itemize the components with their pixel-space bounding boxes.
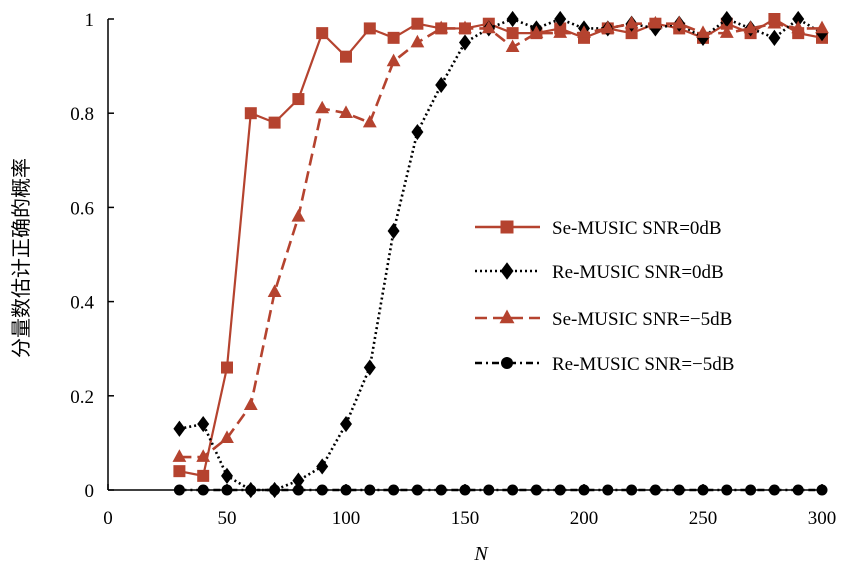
data-point	[172, 449, 187, 462]
data-point	[410, 34, 425, 48]
x-tick-label: 200	[570, 508, 599, 529]
y-axis-title: 分量数估计正确的概率	[10, 158, 33, 358]
data-point	[792, 10, 805, 28]
data-point	[720, 10, 733, 28]
data-point	[268, 116, 281, 129]
data-point	[411, 123, 424, 141]
data-point	[577, 25, 591, 38]
data-point	[197, 415, 210, 433]
data-point	[767, 15, 782, 29]
legend-label: Re-MUSIC SNR=−5dB	[552, 354, 734, 375]
series-1	[173, 10, 828, 499]
data-point	[672, 15, 687, 29]
x-tick-label: 250	[689, 508, 718, 529]
data-point	[173, 465, 186, 478]
data-point	[506, 10, 519, 28]
data-point	[791, 20, 806, 34]
data-point	[411, 17, 424, 30]
data-point	[435, 76, 448, 94]
data-point	[220, 430, 234, 443]
y-tick-label: 0	[85, 481, 95, 502]
y-tick-label: 0.6	[70, 198, 94, 219]
data-point	[292, 93, 305, 106]
data-point	[505, 39, 520, 53]
legend-marker	[500, 262, 514, 280]
data-point	[719, 25, 734, 38]
x-tick-label: 0	[103, 508, 113, 529]
data-point	[459, 34, 471, 51]
series-0	[173, 13, 828, 482]
series-2	[172, 15, 829, 462]
data-point	[743, 20, 758, 34]
legend-item: Se-MUSIC SNR=−5dB	[475, 309, 732, 330]
data-point	[315, 100, 330, 114]
series-line	[179, 17, 823, 492]
data-point	[221, 361, 233, 374]
data-point	[696, 25, 710, 38]
legend-item: Re-MUSIC SNR=0dB	[475, 262, 724, 283]
legend-marker	[501, 357, 513, 369]
x-tick-label: 300	[808, 508, 837, 529]
legend: Se-MUSIC SNR=0dB Re-MUSIC SNR=0dB Se-MUSIC…	[475, 218, 734, 375]
legend-marker	[500, 220, 514, 234]
data-point	[340, 415, 352, 433]
data-point	[363, 22, 376, 35]
data-point	[291, 209, 306, 222]
data-point	[386, 53, 401, 67]
data-point	[554, 10, 567, 28]
y-tick-label: 1	[85, 10, 95, 31]
legend-item: Se-MUSIC SNR=0dB	[475, 218, 722, 239]
data-point	[387, 31, 400, 44]
x-tick-label: 50	[218, 508, 237, 529]
data-point	[267, 284, 282, 297]
data-point	[553, 25, 568, 38]
y-tick-label: 0.4	[70, 293, 94, 314]
data-point	[434, 20, 449, 34]
data-point	[173, 420, 186, 437]
data-point	[244, 107, 257, 120]
data-point	[481, 20, 496, 34]
data-point	[624, 15, 639, 29]
series-line	[179, 22, 822, 459]
data-point	[340, 50, 352, 63]
data-point	[458, 20, 472, 34]
data-point	[648, 15, 663, 29]
data-point	[197, 469, 210, 482]
data-point	[362, 114, 377, 128]
x-axis-title: N	[473, 543, 489, 565]
ticks-layer: 0 50 100 150 200 250 300 0 0.2 0.4 0.6 0.8 1	[70, 10, 836, 529]
data-point	[625, 27, 638, 40]
data-point	[339, 105, 353, 118]
legend-item: Re-MUSIC SNR=−5dB	[475, 354, 734, 375]
data-point	[316, 27, 329, 40]
legend-label: Se-MUSIC SNR=0dB	[552, 218, 722, 239]
data-point	[387, 222, 400, 240]
x-tick-label: 150	[451, 508, 480, 529]
x-tick-label: 100	[332, 508, 361, 529]
series-layer	[172, 10, 829, 499]
data-point	[506, 27, 519, 40]
data-point	[243, 397, 258, 411]
series-line	[179, 17, 823, 477]
y-tick-label: 0.8	[70, 104, 94, 125]
legend-label: Re-MUSIC SNR=0dB	[552, 262, 724, 283]
legend-label: Se-MUSIC SNR=−5dB	[552, 309, 732, 330]
data-point	[768, 29, 781, 46]
data-point	[363, 359, 376, 376]
data-point	[600, 20, 615, 34]
legend-marker	[499, 309, 515, 324]
data-point	[815, 20, 829, 34]
data-point	[196, 449, 211, 462]
data-point	[529, 25, 544, 38]
y-tick-label: 0.2	[70, 387, 94, 408]
data-point	[292, 472, 305, 489]
data-point	[316, 458, 329, 475]
data-point	[221, 467, 233, 484]
